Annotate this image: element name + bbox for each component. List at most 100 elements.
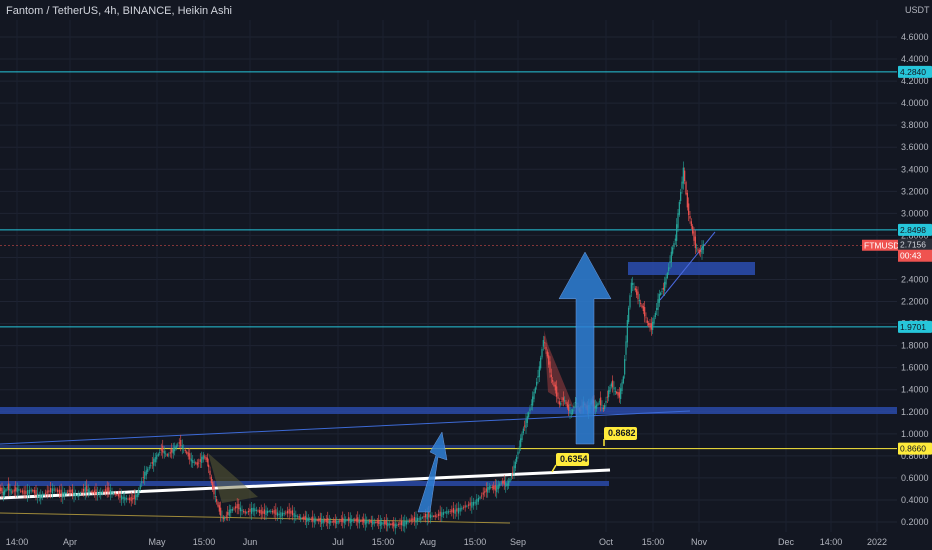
candle-body	[90, 491, 92, 493]
candle-body	[421, 517, 423, 519]
candle-body	[488, 486, 490, 490]
candle-body	[221, 515, 223, 517]
candle-body	[505, 482, 507, 487]
candle-body	[644, 307, 646, 317]
countdown-text: 00:43	[900, 251, 922, 261]
candle-body	[114, 492, 116, 495]
candle-body	[291, 510, 294, 516]
candle-body	[278, 513, 280, 516]
candle-body	[208, 464, 210, 468]
candle-body	[12, 491, 14, 493]
candle-body	[249, 508, 251, 512]
candle-body	[333, 520, 335, 523]
candle-body	[508, 480, 510, 486]
candle-body	[321, 519, 323, 524]
candle-body	[573, 405, 575, 409]
candle-body	[487, 487, 489, 493]
candle-body	[397, 524, 399, 526]
candle-body	[361, 519, 363, 522]
candle-body	[293, 513, 295, 518]
candle-body	[426, 513, 428, 520]
candle-body	[444, 512, 446, 513]
candles	[0, 161, 704, 535]
candle-body	[413, 516, 415, 521]
candle-body	[472, 501, 475, 506]
candle-body	[0, 487, 2, 492]
candle-body	[666, 272, 668, 279]
candle-body	[298, 516, 300, 518]
candle-body	[441, 512, 443, 517]
candle-body	[396, 524, 398, 526]
candle-body	[127, 498, 129, 500]
candle-body	[496, 485, 498, 493]
big-arrow	[558, 251, 612, 445]
y-tick-label: 4.2000	[901, 76, 929, 86]
candle-body	[38, 495, 40, 498]
candle-body	[286, 510, 289, 514]
x-tick-label: 14:00	[6, 537, 29, 547]
candle-body	[183, 448, 185, 450]
candle-body	[252, 507, 254, 512]
candle-body	[518, 446, 520, 448]
candle-body	[340, 519, 342, 522]
candle-body	[494, 485, 496, 491]
candle-body	[37, 493, 39, 498]
candle-body	[402, 521, 404, 527]
candle-body	[513, 465, 515, 474]
candle-body	[388, 523, 390, 526]
candle-body	[81, 491, 83, 493]
candle-body	[373, 521, 375, 524]
candle-body	[76, 495, 78, 497]
candle-body	[568, 404, 570, 411]
candle-body	[70, 489, 72, 493]
candle-body	[283, 512, 285, 515]
symbol-badge	[862, 239, 898, 251]
zone-2-5	[628, 262, 755, 275]
lower-trendline	[0, 512, 511, 524]
candle-body	[401, 520, 403, 526]
candle-body	[554, 384, 556, 391]
candle-body	[410, 518, 412, 521]
candle-body	[553, 382, 555, 387]
candle-body	[638, 299, 640, 302]
candle-body	[428, 512, 430, 518]
candle-body	[51, 488, 53, 494]
candle-body	[506, 483, 508, 486]
candle-body	[343, 519, 345, 524]
candle-body	[393, 522, 395, 527]
candle-body	[680, 191, 682, 202]
candle-body	[193, 461, 195, 463]
candle-body	[405, 520, 407, 525]
candle-body	[45, 492, 47, 494]
candle-body	[656, 308, 658, 310]
candle-body	[552, 380, 554, 382]
candle-body	[346, 519, 348, 521]
candle-body	[271, 510, 274, 513]
candle-body	[533, 392, 535, 400]
candle-body	[310, 518, 312, 521]
candle-body	[520, 438, 522, 447]
channel-line	[659, 231, 716, 301]
candle-body	[227, 512, 229, 515]
candle-body	[325, 519, 327, 523]
candle-body	[228, 509, 230, 516]
grid	[0, 20, 897, 532]
candle-body	[35, 490, 37, 496]
x-tick-label: 14:00	[820, 537, 843, 547]
candle-body	[195, 462, 197, 464]
candle-body	[378, 519, 380, 525]
candle-body	[16, 487, 18, 493]
candle-body	[420, 517, 422, 521]
candle-body	[538, 366, 540, 377]
y-tick-label: 3.6000	[901, 142, 929, 152]
candle-body	[247, 510, 249, 513]
candle-body	[502, 480, 504, 484]
candle-body	[206, 457, 208, 463]
callout-0-6354-label: 0.6354	[560, 454, 588, 464]
symbol-badge-text: FTMUSDT	[864, 241, 905, 251]
candle-body	[275, 509, 277, 515]
candle-body	[330, 520, 332, 523]
y-tick-label: 0.2000	[901, 517, 929, 527]
candle-body	[514, 461, 516, 469]
